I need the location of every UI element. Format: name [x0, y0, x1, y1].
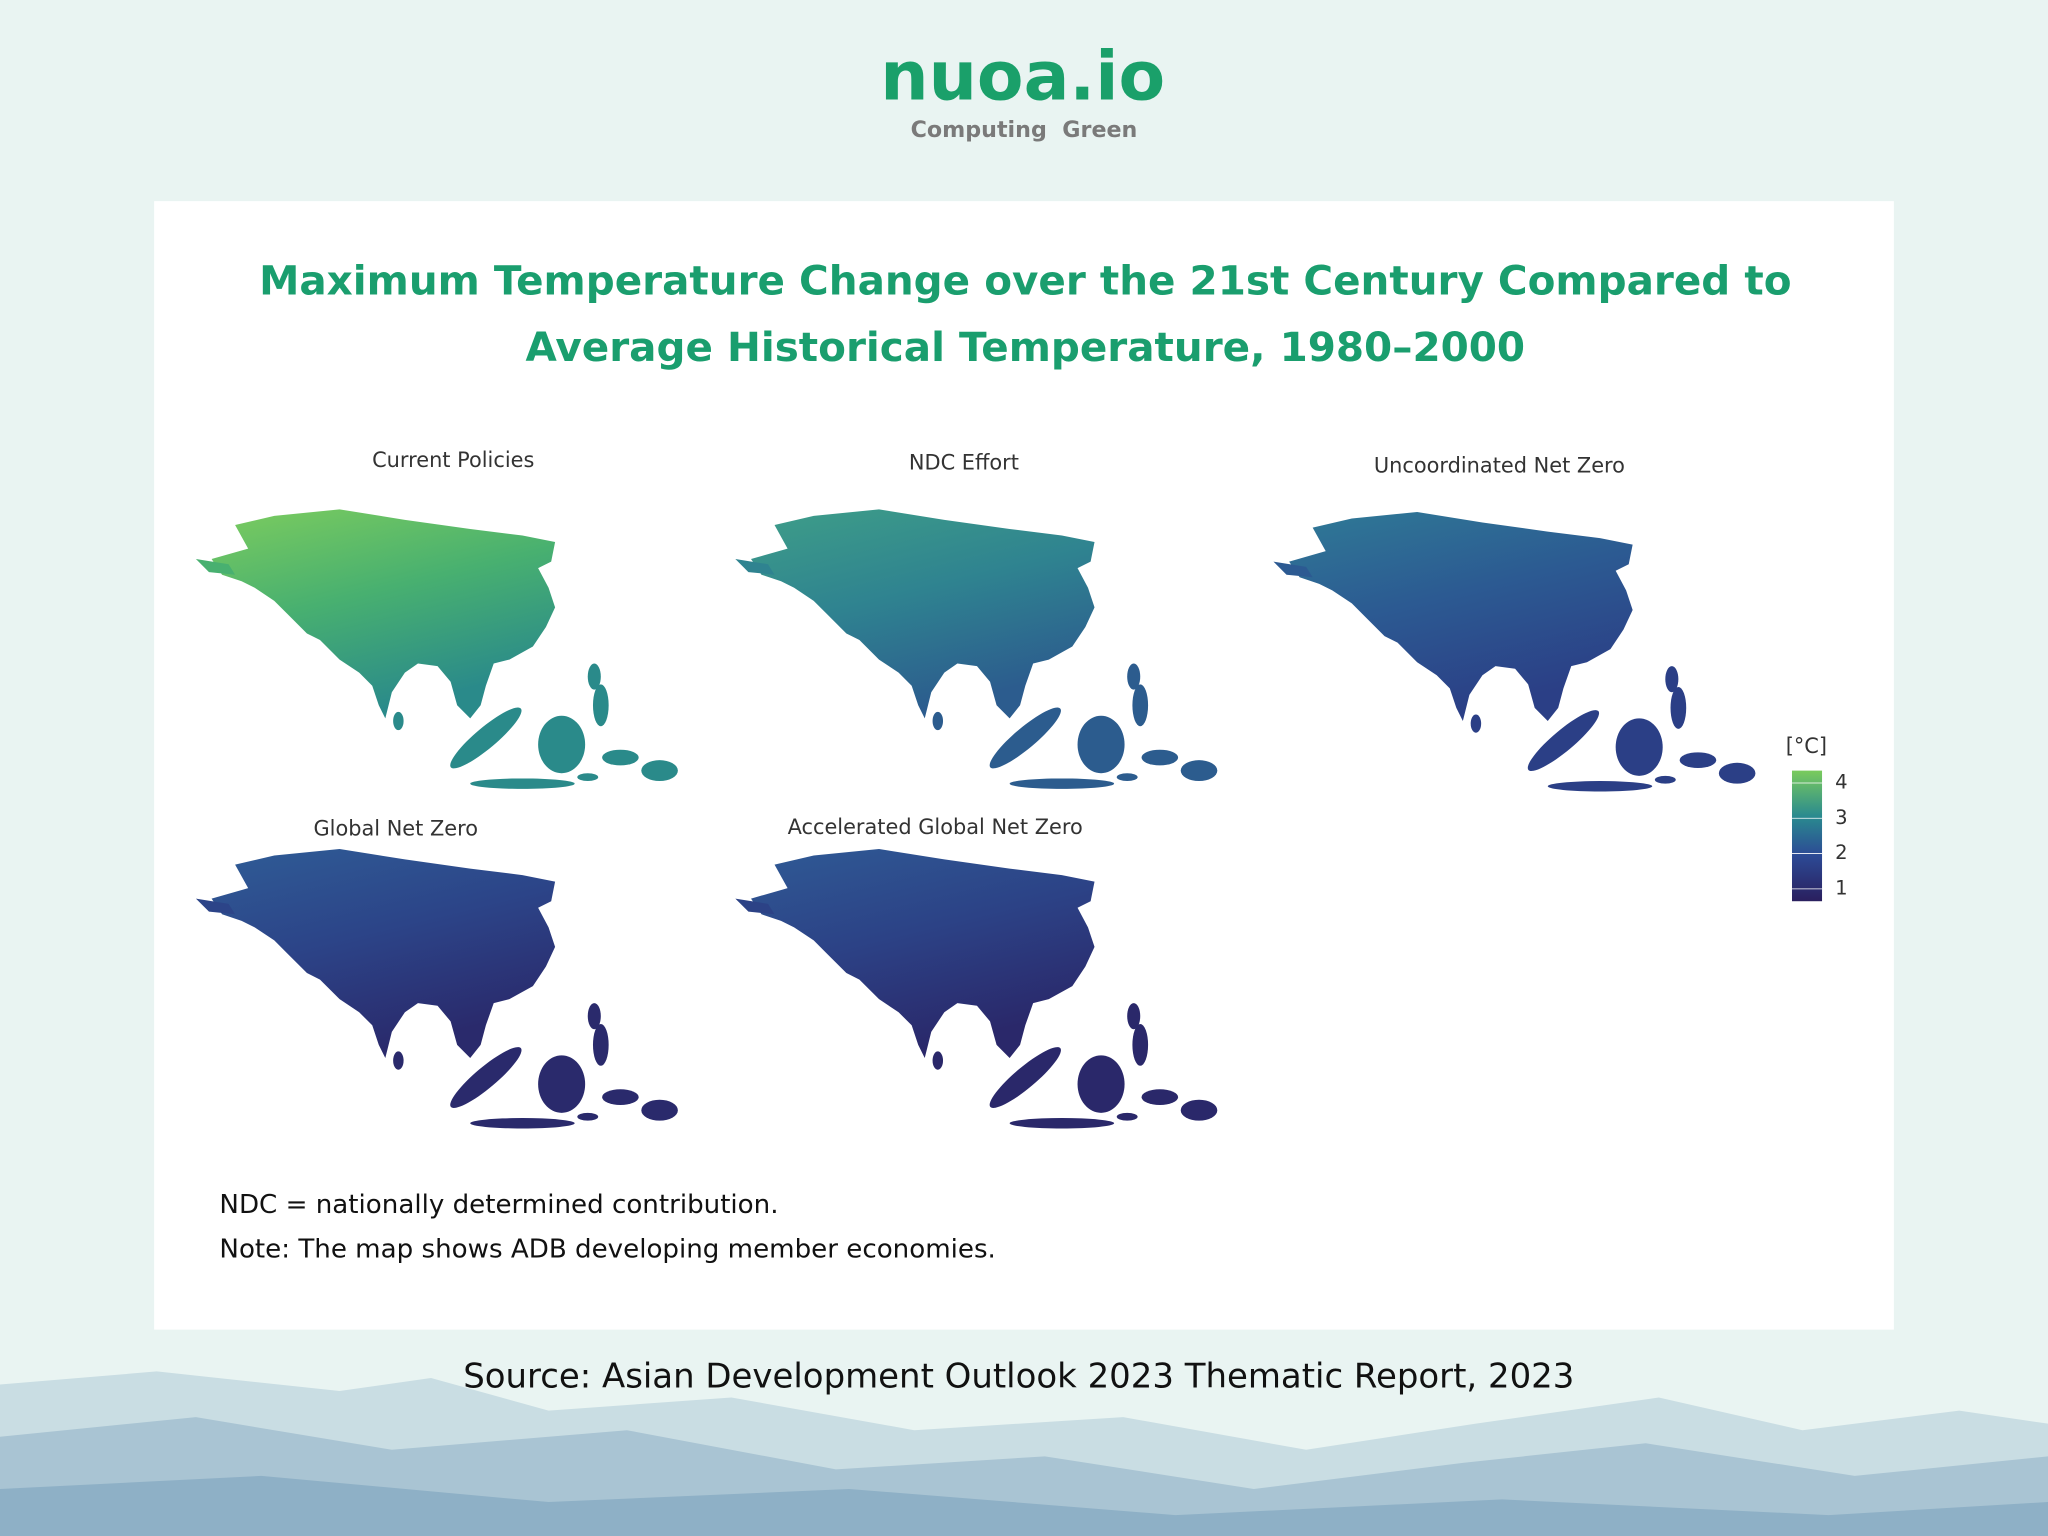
island [450, 707, 522, 769]
island [1009, 778, 1115, 789]
island [1718, 762, 1756, 784]
island [1547, 781, 1653, 792]
island [1670, 687, 1687, 729]
island [1180, 1099, 1218, 1121]
legend-tick-label: 1 [1835, 876, 1847, 899]
island [470, 778, 575, 789]
island [1116, 773, 1138, 782]
map [735, 848, 1218, 1129]
map-title: Uncoordinated Net Zero [1374, 453, 1625, 477]
land [751, 848, 1095, 1058]
map [1273, 511, 1756, 792]
island [1470, 714, 1482, 733]
island [1665, 666, 1679, 693]
color-bar [1791, 770, 1823, 902]
island [1273, 561, 1313, 578]
island [1132, 684, 1149, 727]
note: NDC = nationally determined contribution… [219, 1190, 778, 1220]
island [1009, 1118, 1115, 1129]
island [195, 559, 236, 575]
tagline: Computing Green [911, 117, 1138, 143]
map [735, 509, 1218, 789]
island [587, 663, 601, 690]
island [393, 711, 404, 731]
island [470, 1118, 575, 1129]
note: Note: The map shows ADB developing membe… [219, 1234, 995, 1264]
island [577, 1112, 599, 1121]
island [1527, 710, 1600, 772]
island [577, 773, 599, 782]
land [211, 509, 556, 719]
island [592, 1023, 609, 1066]
map-title: Global Net Zero [313, 816, 478, 840]
source: Source: Asian Development Outlook 2023 T… [463, 1356, 1574, 1396]
island [538, 715, 586, 774]
island [1180, 760, 1218, 782]
map [195, 509, 678, 789]
island [735, 898, 775, 915]
island [932, 1051, 944, 1070]
island [1141, 749, 1179, 766]
title-line: Average Historical Temperature, 1980–200… [526, 323, 1526, 371]
land [751, 509, 1095, 719]
land [1289, 511, 1633, 721]
logo: nuoa.io [880, 38, 1165, 117]
island [1141, 1089, 1179, 1105]
land [211, 848, 556, 1058]
island [641, 1099, 678, 1121]
island [1679, 752, 1717, 768]
island [932, 711, 944, 731]
island [1116, 1112, 1138, 1121]
legend-tick-label: 4 [1835, 770, 1847, 793]
island [450, 1047, 522, 1109]
island [1132, 1023, 1149, 1066]
legend-tick-label: 2 [1835, 841, 1847, 864]
island [989, 707, 1061, 769]
card [154, 201, 1894, 1330]
map-title: NDC Effort [909, 451, 1019, 475]
legend-tick-label: 3 [1835, 806, 1847, 829]
island [602, 749, 639, 766]
map [195, 848, 678, 1129]
island [587, 1003, 601, 1030]
island [1127, 663, 1141, 690]
legend: [°C] 1 2 3 4 [1786, 734, 1848, 902]
island [1127, 1003, 1141, 1030]
island [538, 1055, 586, 1113]
island [195, 898, 236, 915]
island [641, 760, 678, 782]
map-grid: Current Policies NDC Effort Uncoordinated … [195, 448, 1756, 1129]
mountains [0, 1371, 2048, 1536]
island [735, 559, 775, 575]
island [989, 1047, 1061, 1109]
island [1077, 715, 1125, 774]
island [1077, 1055, 1125, 1113]
island [592, 684, 609, 727]
title-line: Maximum Temperature Change over the 21st… [259, 256, 1791, 304]
island [1615, 718, 1663, 776]
island [1654, 775, 1676, 784]
island [393, 1051, 404, 1070]
island [602, 1089, 639, 1105]
map-title: Current Policies [372, 448, 534, 472]
map-title: Accelerated Global Net Zero [788, 815, 1083, 839]
legend-unit: [°C] [1786, 734, 1827, 758]
